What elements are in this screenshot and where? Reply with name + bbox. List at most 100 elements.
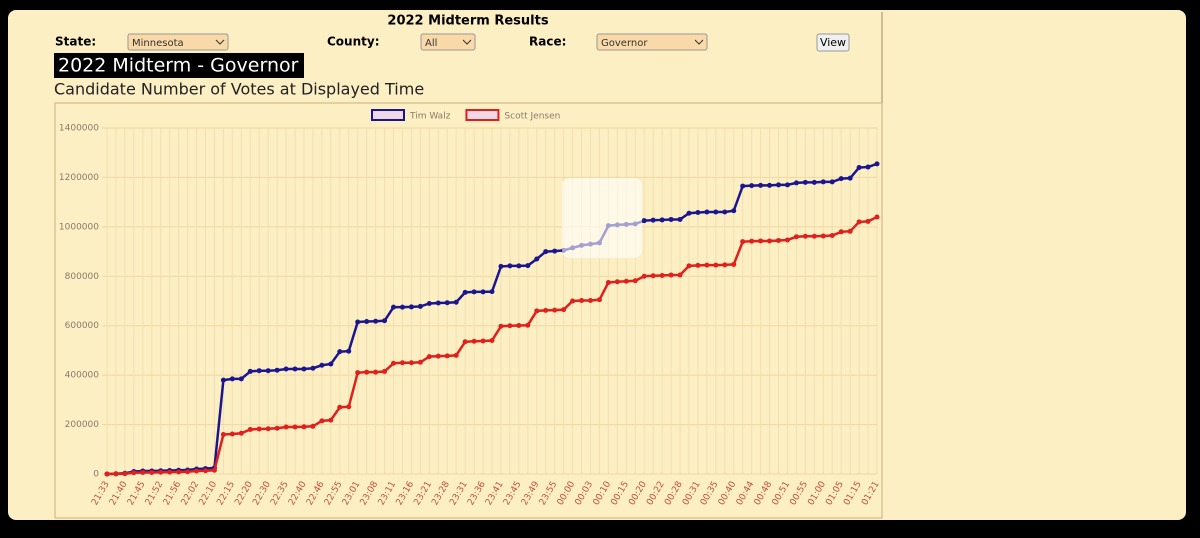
point bbox=[310, 423, 316, 429]
view-button[interactable] bbox=[816, 33, 850, 52]
point bbox=[211, 467, 217, 473]
point bbox=[408, 304, 414, 310]
select[interactable] bbox=[127, 33, 229, 51]
point bbox=[713, 262, 719, 268]
point bbox=[587, 298, 593, 304]
point bbox=[346, 404, 352, 410]
y-tick-label: 1200000 bbox=[59, 173, 99, 183]
point bbox=[238, 376, 244, 382]
point bbox=[355, 319, 361, 325]
point bbox=[480, 289, 486, 295]
point bbox=[650, 217, 656, 223]
chart-title: 2022 Midterm - Governor bbox=[58, 55, 299, 77]
point bbox=[829, 179, 835, 185]
point bbox=[185, 469, 191, 475]
point bbox=[731, 208, 737, 214]
point bbox=[498, 323, 504, 329]
controls: State: Minnesota County: All Race: Governor Vi… bbox=[55, 33, 850, 52]
point bbox=[310, 365, 316, 371]
point bbox=[811, 179, 817, 185]
point bbox=[650, 273, 656, 279]
point bbox=[784, 182, 790, 188]
point bbox=[158, 469, 164, 475]
point bbox=[435, 300, 441, 306]
point bbox=[220, 431, 226, 437]
point bbox=[283, 424, 289, 430]
select[interactable] bbox=[420, 33, 476, 51]
point bbox=[399, 304, 405, 310]
title-box bbox=[54, 53, 304, 78]
point bbox=[426, 300, 432, 306]
point bbox=[704, 209, 710, 215]
point bbox=[677, 272, 683, 278]
point bbox=[838, 229, 844, 235]
point bbox=[767, 182, 773, 188]
y-tick-label: 200000 bbox=[65, 420, 100, 430]
point bbox=[131, 470, 137, 476]
point bbox=[247, 427, 253, 433]
point bbox=[408, 360, 414, 366]
select-arrow bbox=[462, 39, 472, 45]
point bbox=[346, 348, 352, 354]
point bbox=[373, 318, 379, 324]
point bbox=[516, 263, 522, 269]
point bbox=[489, 338, 495, 344]
point bbox=[686, 263, 692, 269]
point bbox=[552, 307, 558, 313]
y-tick-label: 400000 bbox=[65, 371, 100, 381]
point bbox=[104, 471, 110, 477]
point bbox=[758, 182, 764, 188]
y-tick-label: 600000 bbox=[65, 321, 100, 331]
point bbox=[874, 214, 880, 220]
chart-subtitle: Candidate Number of Votes at Displayed T… bbox=[54, 80, 424, 99]
point bbox=[328, 361, 334, 367]
point bbox=[238, 430, 244, 436]
point bbox=[471, 338, 477, 344]
point bbox=[373, 369, 379, 375]
point bbox=[498, 263, 504, 269]
point bbox=[722, 262, 728, 268]
select-arrow bbox=[694, 39, 704, 45]
point bbox=[776, 182, 782, 188]
legend-swatch bbox=[371, 109, 405, 121]
point bbox=[856, 165, 862, 171]
point bbox=[749, 238, 755, 244]
point bbox=[811, 233, 817, 239]
point bbox=[328, 417, 334, 423]
point bbox=[776, 237, 782, 243]
point bbox=[856, 219, 862, 225]
point bbox=[283, 366, 289, 372]
point bbox=[874, 161, 880, 167]
select-arrow bbox=[215, 39, 225, 45]
point bbox=[462, 339, 468, 345]
y-tick-label: 800000 bbox=[65, 272, 100, 282]
point bbox=[301, 424, 307, 430]
point bbox=[668, 272, 674, 278]
point bbox=[641, 218, 647, 224]
point bbox=[399, 360, 405, 366]
point bbox=[847, 175, 853, 181]
point bbox=[274, 367, 280, 373]
point bbox=[641, 273, 647, 279]
overlay bbox=[562, 178, 642, 258]
point bbox=[391, 360, 397, 366]
control-label: State: bbox=[55, 35, 96, 49]
y-tick-label: 0 bbox=[93, 470, 99, 480]
select[interactable] bbox=[596, 33, 708, 51]
point bbox=[167, 469, 173, 475]
point bbox=[265, 368, 271, 374]
point bbox=[623, 278, 629, 284]
point bbox=[453, 299, 459, 305]
point bbox=[749, 183, 755, 189]
point bbox=[194, 468, 200, 474]
point bbox=[677, 216, 683, 222]
point bbox=[865, 218, 871, 224]
point bbox=[319, 362, 325, 368]
point bbox=[292, 366, 298, 372]
point bbox=[507, 323, 513, 329]
point bbox=[731, 261, 737, 267]
point bbox=[838, 176, 844, 182]
legend-label: Scott Jensen bbox=[504, 112, 560, 122]
point bbox=[319, 418, 325, 424]
